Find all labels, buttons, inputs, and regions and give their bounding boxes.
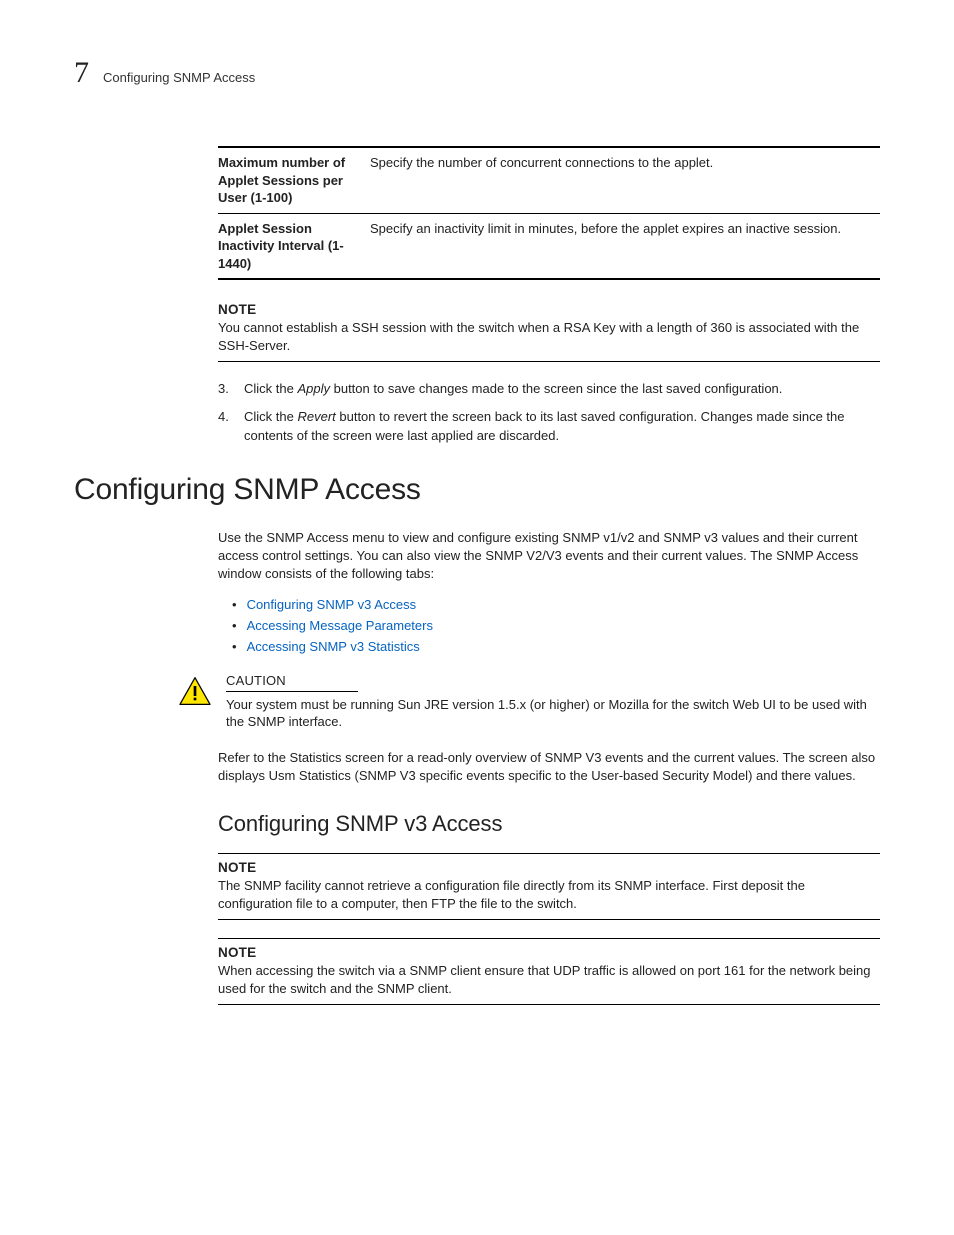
page-header: 7 Configuring SNMP Access xyxy=(74,56,880,90)
caution-label: CAUTION xyxy=(226,673,286,688)
table-term: Maximum number of Applet Sessions per Us… xyxy=(218,147,370,213)
link-snmp-v3-statistics[interactable]: Accessing SNMP v3 Statistics xyxy=(247,639,420,654)
note-text: You cannot establish a SSH session with … xyxy=(218,319,880,355)
apply-button-ref: Apply xyxy=(297,381,330,396)
step-text: Click the Revert button to revert the sc… xyxy=(244,408,880,444)
note-block: NOTE When accessing the switch via a SNM… xyxy=(218,938,880,1005)
step-item: 3. Click the Apply button to save change… xyxy=(218,380,880,398)
link-snmp-v3-access[interactable]: Configuring SNMP v3 Access xyxy=(247,597,417,612)
step-number: 4. xyxy=(218,408,236,444)
caution-block: CAUTION Your system must be running Sun … xyxy=(178,672,880,732)
table-row: Maximum number of Applet Sessions per Us… xyxy=(218,147,880,213)
note-label: NOTE xyxy=(218,302,880,317)
link-message-parameters[interactable]: Accessing Message Parameters xyxy=(247,618,433,633)
note-text: The SNMP facility cannot retrieve a conf… xyxy=(218,877,880,913)
list-item: Configuring SNMP v3 Access xyxy=(218,597,880,612)
note-text: When accessing the switch via a SNMP cli… xyxy=(218,962,880,998)
step-item: 4. Click the Revert button to revert the… xyxy=(218,408,880,444)
note-label: NOTE xyxy=(218,860,880,875)
section-title: Configuring SNMP Access xyxy=(74,473,880,507)
list-item: Accessing SNMP v3 Statistics xyxy=(218,639,880,654)
body-paragraph: Refer to the Statistics screen for a rea… xyxy=(218,749,880,785)
step-text: Click the Apply button to save changes m… xyxy=(244,380,782,398)
note-block: NOTE The SNMP facility cannot retrieve a… xyxy=(218,853,880,920)
table-term: Applet Session Inactivity Interval (1-14… xyxy=(218,213,370,279)
note-block: NOTE You cannot establish a SSH session … xyxy=(218,302,880,362)
links-list: Configuring SNMP v3 Access Accessing Mes… xyxy=(218,597,880,654)
table-row: Applet Session Inactivity Interval (1-14… xyxy=(218,213,880,279)
section-intro: Use the SNMP Access menu to view and con… xyxy=(218,529,880,583)
list-item: Accessing Message Parameters xyxy=(218,618,880,633)
step-number: 3. xyxy=(218,380,236,398)
chapter-number: 7 xyxy=(74,56,89,90)
note-label: NOTE xyxy=(218,945,880,960)
steps-list: 3. Click the Apply button to save change… xyxy=(218,380,880,445)
chapter-title: Configuring SNMP Access xyxy=(103,70,255,85)
caution-icon xyxy=(178,676,212,706)
revert-button-ref: Revert xyxy=(297,409,335,424)
caution-text: Your system must be running Sun JRE vers… xyxy=(226,696,880,732)
subsection-title: Configuring SNMP v3 Access xyxy=(218,811,880,837)
settings-table: Maximum number of Applet Sessions per Us… xyxy=(218,146,880,280)
table-desc: Specify the number of concurrent connect… xyxy=(370,147,880,213)
table-desc: Specify an inactivity limit in minutes, … xyxy=(370,213,880,279)
